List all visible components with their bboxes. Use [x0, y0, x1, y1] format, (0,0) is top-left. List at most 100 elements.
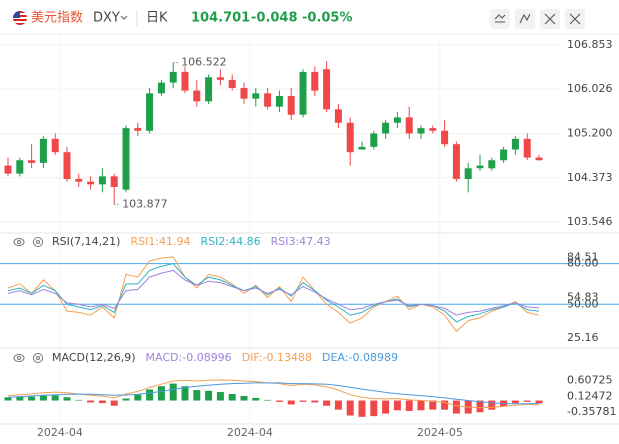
candle-body: [523, 138, 531, 158]
indicator-title: RSI(7,14,21): [52, 235, 120, 248]
histogram-bar: [193, 390, 201, 401]
y-tick-label: 25.16: [567, 331, 599, 344]
legend-entry: MACD:-0.08996: [146, 351, 232, 364]
histogram-bar: [181, 386, 189, 401]
candle-body: [417, 128, 425, 134]
candle-body: [216, 77, 224, 80]
histogram-bar: [87, 400, 95, 403]
histogram-bar: [334, 400, 342, 410]
indicator-button[interactable]: [515, 9, 535, 29]
histogram-bar: [476, 400, 484, 413]
fullscreen-button[interactable]: [540, 9, 560, 29]
candle-body: [511, 138, 519, 150]
candle-body: [28, 160, 36, 163]
settings-button[interactable]: [565, 9, 585, 29]
y-tick-label: -0.35781: [567, 405, 616, 418]
instrument-name[interactable]: 美元指数: [31, 11, 83, 26]
candle-body: [535, 157, 543, 161]
candle-body: [16, 160, 24, 174]
histogram-bar: [370, 400, 378, 417]
candle-body: [63, 152, 71, 179]
candle-body: [476, 165, 484, 169]
candle-body: [429, 128, 437, 131]
candle-body: [464, 168, 472, 179]
legend-entry: RSI1:41.94: [130, 235, 190, 248]
candle-body: [157, 82, 165, 94]
candle-body: [39, 138, 47, 163]
candle-body: [110, 176, 118, 188]
y-tick-label: 104.373: [567, 171, 613, 184]
candle-body: [193, 90, 201, 102]
candle-body: [346, 122, 354, 153]
y-tick-label: 105.200: [567, 126, 613, 139]
period[interactable]: 日K: [146, 11, 168, 26]
histogram-bar: [417, 400, 425, 411]
histogram-bar: [39, 395, 47, 401]
dropdown-arrow[interactable]: [120, 15, 128, 20]
candle-body: [275, 95, 283, 107]
candle-body: [334, 109, 342, 123]
rsi-icons[interactable]: [13, 237, 43, 247]
candle-body: [146, 93, 154, 131]
macd-icons[interactable]: [13, 353, 43, 363]
y-tick-label: 103.546: [567, 215, 613, 228]
candle-body: [264, 93, 272, 107]
y-tick-label: 50.00: [567, 297, 599, 310]
price: 104.701: [191, 11, 250, 26]
candle-body: [122, 128, 130, 190]
histogram-bar: [429, 400, 437, 410]
candle-body: [323, 69, 331, 110]
histogram-bar: [4, 397, 12, 401]
candle-body: [311, 71, 319, 91]
histogram-bar: [98, 400, 106, 404]
histogram-bar: [511, 400, 519, 404]
x-tick-label: 2024-05: [417, 426, 463, 439]
y-tick-label: 0.12472: [567, 389, 613, 402]
histogram-bar: [523, 400, 531, 402]
candle-body: [441, 130, 449, 145]
histogram-bar: [382, 400, 390, 414]
histogram-bar: [275, 400, 283, 402]
histogram-bar: [110, 400, 118, 406]
histogram-bar: [16, 396, 24, 401]
rsi-line: [7, 256, 540, 333]
annotation: 103.877: [122, 197, 168, 210]
histogram-bar: [205, 390, 213, 401]
candle-body: [370, 133, 378, 147]
candle-body: [169, 71, 177, 83]
y-tick-label: 80.00: [567, 257, 599, 270]
legend-entry: DEA:-0.08989: [322, 351, 398, 364]
y-tick-label: 106.026: [567, 82, 613, 95]
histogram-bar: [252, 397, 260, 401]
y-tick-label: 54.83: [567, 291, 599, 304]
flag-icon: [13, 11, 27, 25]
candle-body: [405, 117, 413, 134]
candle-body: [228, 79, 236, 88]
histogram-bar: [358, 400, 366, 417]
x-tick-label: 2024-04: [227, 426, 273, 439]
histogram-bar: [441, 400, 449, 410]
histogram-bar: [405, 400, 413, 411]
histogram-bar: [169, 383, 177, 401]
histogram-bar: [216, 392, 224, 401]
candle-body: [4, 165, 12, 174]
candle-body: [382, 122, 390, 134]
histogram-bar: [28, 396, 36, 401]
draw-tool-button[interactable]: [490, 9, 510, 29]
symbol[interactable]: DXY: [93, 11, 120, 26]
histogram-bar: [488, 400, 496, 410]
histogram-bar: [228, 394, 236, 401]
candle-body: [98, 176, 106, 185]
legend-entry: RSI3:47.43: [271, 235, 331, 248]
candle-body: [252, 93, 260, 99]
legend-entry: DIF:-0.13488: [242, 351, 312, 364]
candle-body: [287, 95, 295, 115]
candle-body: [205, 77, 213, 102]
histogram-bar: [122, 398, 130, 401]
histogram-bar: [51, 395, 59, 401]
histogram-bar: [134, 394, 142, 401]
candle-body: [500, 149, 508, 161]
y-tick-label: 84.51: [567, 250, 599, 263]
histogram-bar: [452, 400, 460, 414]
